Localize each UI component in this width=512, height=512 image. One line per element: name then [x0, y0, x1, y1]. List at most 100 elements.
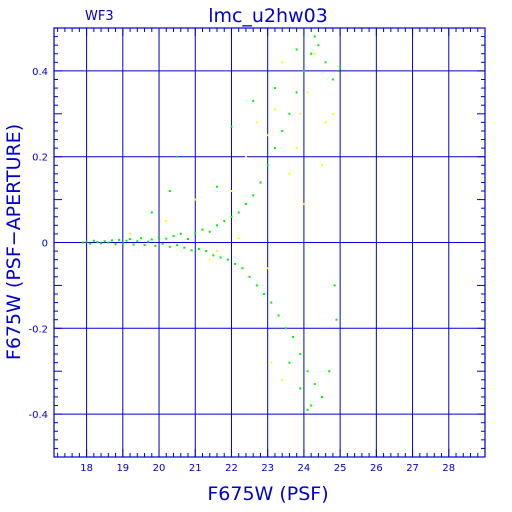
- data-point: [92, 239, 95, 242]
- data-point: [219, 256, 222, 259]
- data-point: [313, 383, 316, 386]
- data-point: [183, 246, 186, 249]
- data-point: [281, 129, 284, 132]
- data-point: [129, 232, 132, 235]
- data-point: [147, 240, 150, 243]
- data-point: [139, 237, 142, 240]
- data-point: [284, 327, 287, 330]
- y-tick-label: 0: [42, 239, 48, 250]
- data-point: [321, 164, 324, 167]
- grid-lines: [54, 28, 485, 457]
- data-point: [230, 190, 233, 193]
- data-point: [259, 181, 262, 184]
- data-point: [176, 155, 179, 158]
- x-tick-label: 22: [225, 463, 238, 474]
- data-point: [266, 267, 269, 270]
- data-point: [118, 238, 121, 241]
- data-point: [194, 232, 197, 235]
- data-point: [255, 284, 258, 287]
- data-point: [328, 370, 331, 373]
- data-point: [281, 378, 284, 381]
- chart-title: lmc_u2hw03: [208, 5, 328, 27]
- data-point: [121, 242, 124, 245]
- data-point: [273, 147, 276, 150]
- data-point: [85, 240, 88, 243]
- data-point: [114, 243, 117, 246]
- data-point: [292, 335, 295, 338]
- data-point: [248, 275, 251, 278]
- data-point: [143, 244, 146, 247]
- x-tick-label: 28: [442, 463, 455, 474]
- tick-labels: 18 19 20 21 22 23 24 25 26 27 28 -0.4 -0.2 0 0.2 0.4: [28, 67, 455, 474]
- data-point: [158, 236, 161, 239]
- y-tick-label: -0.2: [28, 324, 48, 335]
- data-point: [310, 404, 313, 407]
- data-point: [313, 52, 316, 55]
- data-point: [324, 61, 327, 64]
- data-point: [273, 87, 276, 90]
- data-point: [244, 202, 247, 205]
- data-point: [302, 69, 305, 72]
- data-point: [324, 121, 327, 124]
- data-point: [295, 91, 298, 94]
- data-point: [281, 61, 284, 64]
- data-point: [223, 220, 226, 223]
- data-point: [168, 245, 171, 248]
- data-point: [110, 239, 113, 242]
- x-tick-label: 20: [153, 463, 166, 474]
- data-point: [270, 361, 273, 364]
- y-tick-label: 0.2: [32, 153, 48, 164]
- data-point: [165, 220, 168, 223]
- data-point: [226, 258, 229, 261]
- x-tick-label: 27: [406, 463, 419, 474]
- data-point: [299, 112, 302, 115]
- data-point: [179, 232, 182, 235]
- data-point: [288, 361, 291, 364]
- data-point: [306, 91, 309, 94]
- data-point: [103, 240, 106, 243]
- data-point: [331, 112, 334, 115]
- data-point: [215, 185, 218, 188]
- data-point: [252, 99, 255, 102]
- data-point: [201, 228, 204, 231]
- data-point: [255, 121, 258, 124]
- data-point: [161, 242, 164, 245]
- data-point: [132, 243, 135, 246]
- y-axis-label: F675W (PSF−APERTURE): [3, 124, 25, 360]
- data-point: [273, 108, 276, 111]
- x-tick-label: 18: [80, 463, 93, 474]
- data-point: [234, 262, 237, 265]
- data-point: [299, 353, 302, 356]
- data-point: [270, 301, 273, 304]
- data-point: [299, 387, 302, 390]
- x-tick-label: 26: [370, 463, 383, 474]
- data-point: [215, 250, 218, 253]
- data-point: [237, 237, 240, 240]
- data-point: [313, 35, 316, 38]
- data-point: [266, 134, 269, 137]
- data-point: [190, 249, 193, 252]
- data-point: [165, 237, 168, 240]
- data-point: [150, 238, 153, 241]
- data-point: [136, 240, 139, 243]
- data-points: [81, 35, 342, 411]
- data-point: [252, 194, 255, 197]
- y-tick-label: -0.4: [28, 410, 48, 421]
- data-point: [306, 370, 309, 373]
- data-point: [208, 258, 211, 261]
- data-point: [208, 230, 211, 233]
- data-point: [107, 241, 110, 244]
- data-point: [230, 215, 233, 218]
- data-point: [100, 242, 103, 245]
- data-point: [244, 155, 247, 158]
- data-point: [241, 267, 244, 270]
- data-point: [302, 202, 305, 205]
- data-point: [168, 190, 171, 193]
- data-point: [205, 250, 208, 253]
- data-point: [335, 318, 338, 321]
- data-point: [176, 244, 179, 247]
- x-tick-label: 25: [334, 463, 347, 474]
- panel-label: WF3: [85, 9, 114, 24]
- x-tick-label: 23: [261, 463, 274, 474]
